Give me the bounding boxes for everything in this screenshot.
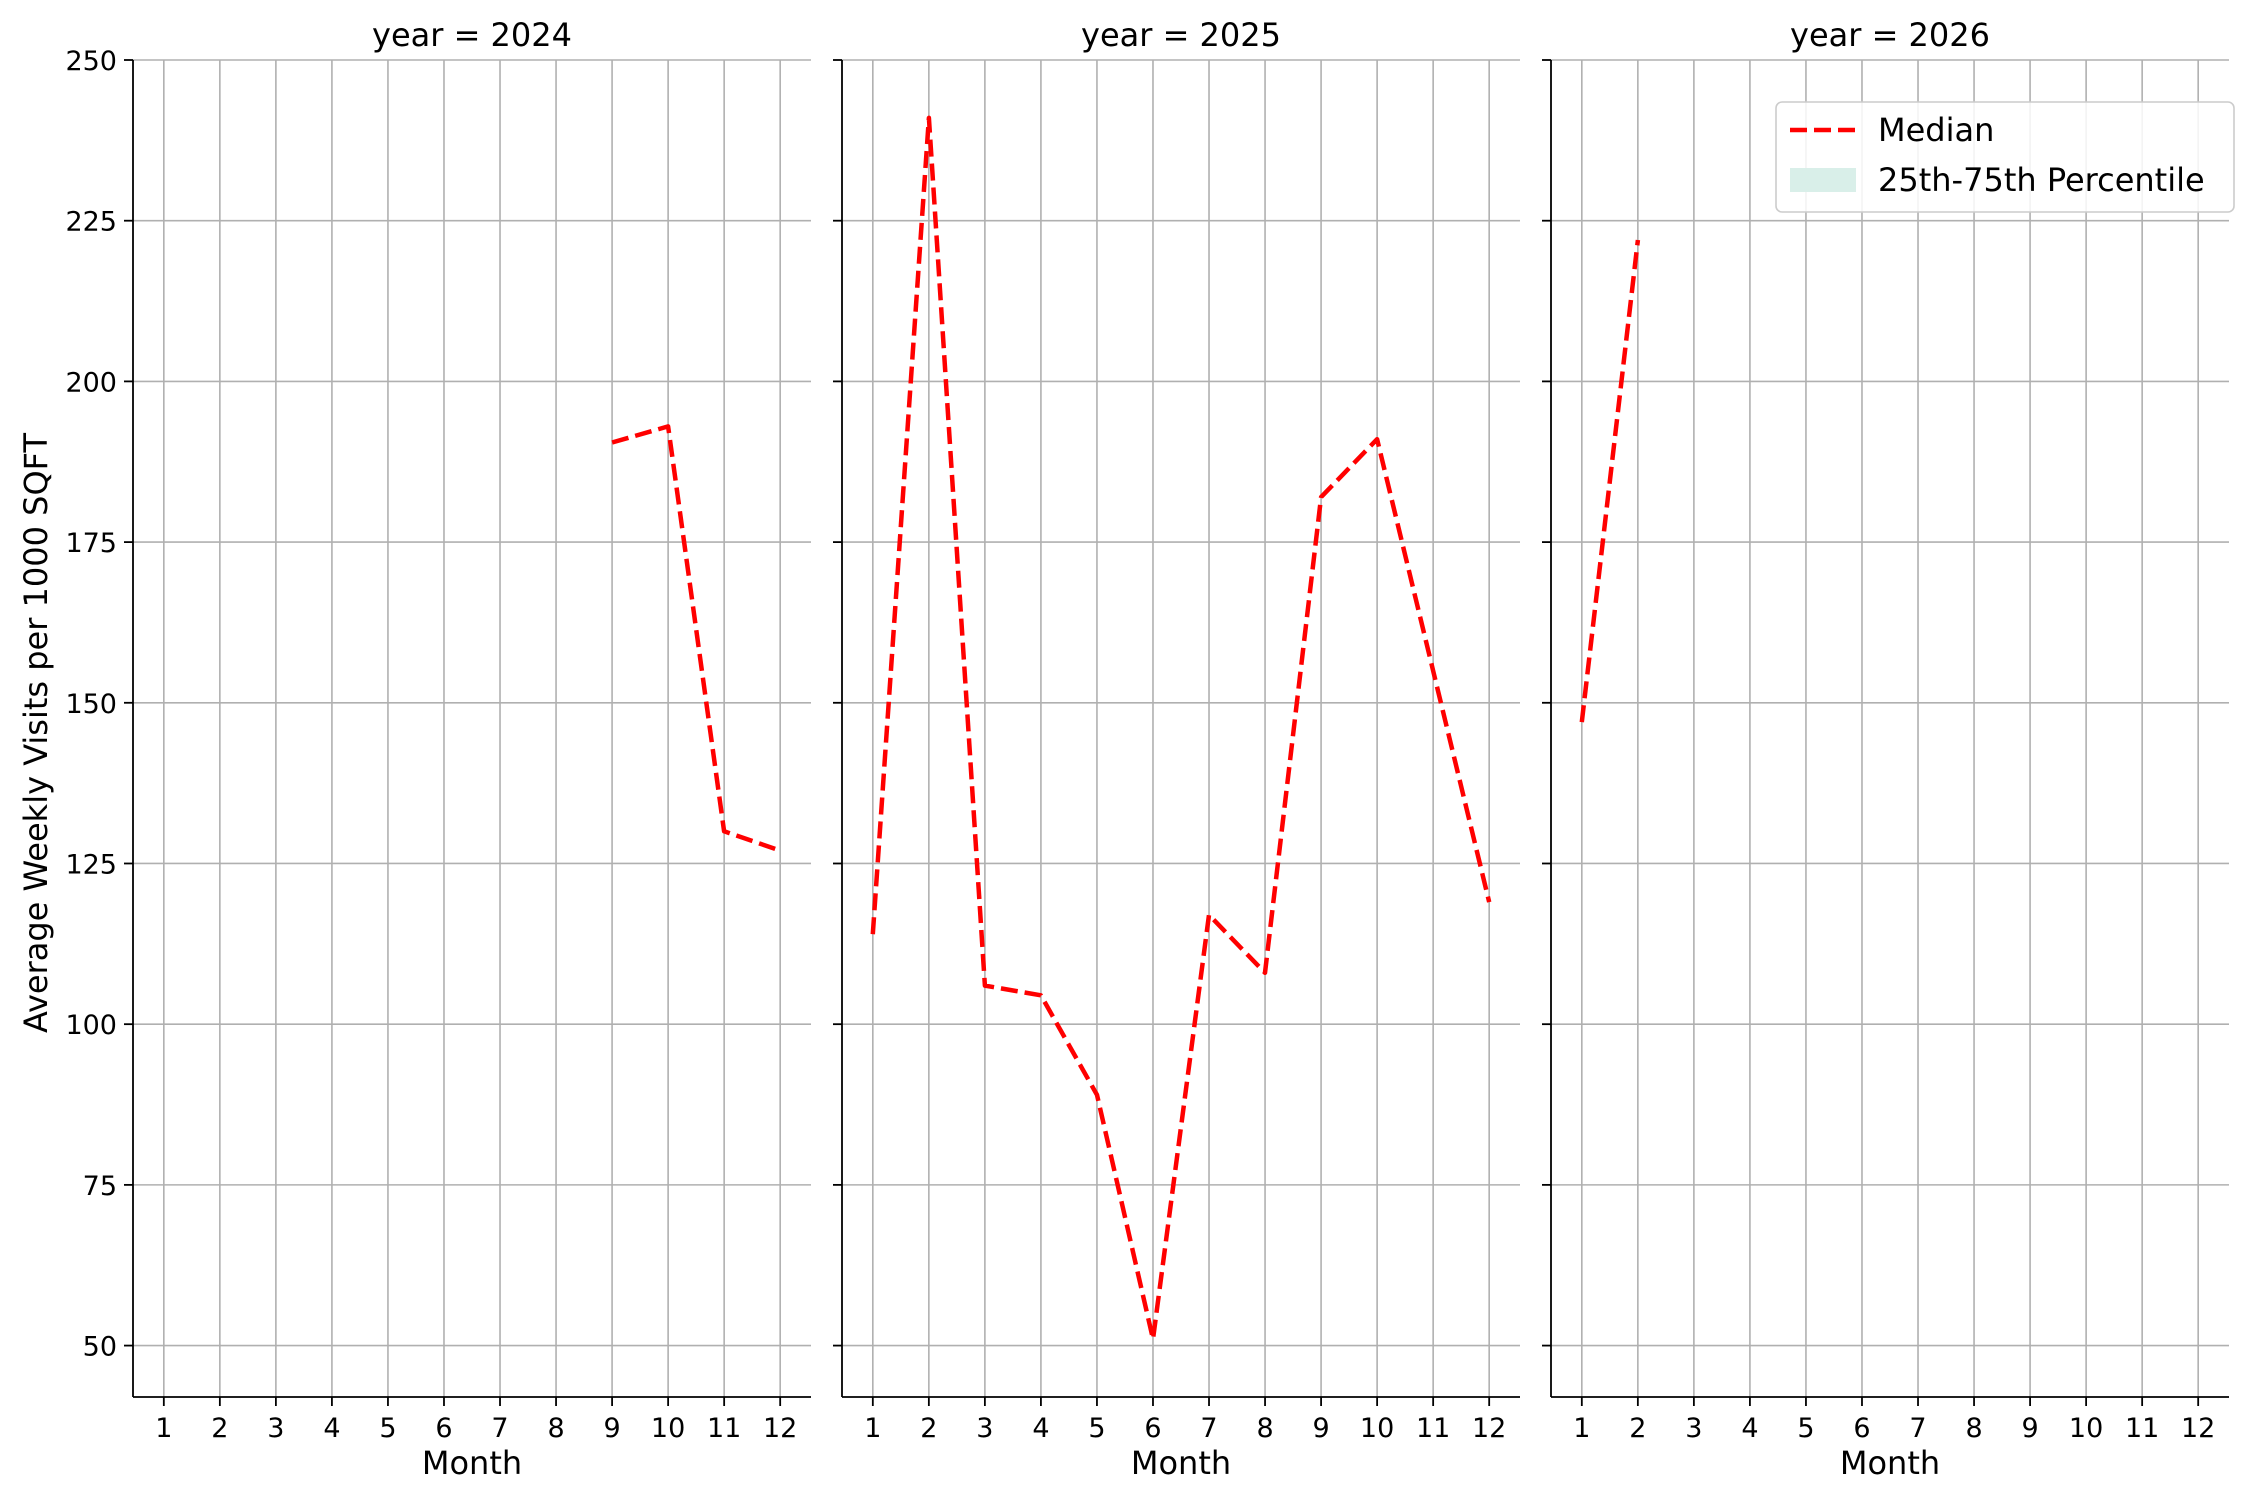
x-tick-label: 10 — [651, 1413, 685, 1444]
y-tick-label: 200 — [65, 367, 117, 398]
x-tick-label: 6 — [1853, 1413, 1870, 1444]
y-tick-label: 50 — [83, 1332, 117, 1363]
x-tick-label: 1 — [1573, 1413, 1590, 1444]
panel-title: year = 2024 — [372, 16, 572, 54]
x-tick-label: 9 — [1312, 1413, 1329, 1444]
y-tick-label: 225 — [65, 207, 117, 238]
x-tick-label: 7 — [491, 1413, 508, 1444]
x-tick-label: 4 — [1032, 1413, 1049, 1444]
x-tick-label: 2 — [1629, 1413, 1646, 1444]
x-axis-label: Month — [422, 1444, 522, 1482]
x-tick-label: 3 — [1685, 1413, 1702, 1444]
x-tick-label: 5 — [1088, 1413, 1105, 1444]
median-line — [1579, 239, 1641, 723]
y-tick-label: 75 — [83, 1171, 117, 1202]
x-tick-label: 1 — [155, 1413, 172, 1444]
x-tick-label: 5 — [1797, 1413, 1814, 1444]
x-tick-label: 12 — [1472, 1413, 1506, 1444]
x-tick-label: 11 — [2125, 1413, 2159, 1444]
x-tick-label: 4 — [1741, 1413, 1758, 1444]
x-tick-label: 4 — [323, 1413, 340, 1444]
x-tick-label: 3 — [976, 1413, 993, 1444]
y-tick-label: 250 — [65, 46, 117, 77]
x-tick-label: 9 — [603, 1413, 620, 1444]
y-axis-label: Average Weekly Visits per 1000 SQFT — [17, 432, 55, 1033]
x-tick-label: 8 — [1256, 1413, 1273, 1444]
x-tick-label: 3 — [267, 1413, 284, 1444]
x-tick-label: 9 — [2021, 1413, 2038, 1444]
x-tick-label: 8 — [547, 1413, 564, 1444]
x-tick-label: 5 — [379, 1413, 396, 1444]
legend-percentile-label: 25th-75th Percentile — [1878, 161, 2205, 199]
legend-percentile-swatch — [1790, 168, 1856, 192]
x-tick-label: 11 — [707, 1413, 741, 1444]
x-tick-label: 12 — [763, 1413, 797, 1444]
legend: Median 25th-75th Percentile — [1775, 101, 2235, 213]
legend-frame — [1775, 101, 2235, 213]
y-tick-label: 150 — [65, 689, 117, 720]
x-axis-label: Month — [1131, 1444, 1231, 1482]
median-line — [870, 115, 1492, 1342]
x-tick-label: 1 — [864, 1413, 881, 1444]
panel-title: year = 2025 — [1081, 16, 1281, 54]
panel-title: year = 2026 — [1790, 16, 1990, 54]
x-tick-label: 2 — [920, 1413, 937, 1444]
x-tick-label: 10 — [1360, 1413, 1394, 1444]
x-tick-label: 6 — [435, 1413, 452, 1444]
x-tick-label: 10 — [2069, 1413, 2103, 1444]
y-tick-label: 125 — [65, 849, 117, 880]
x-tick-label: 12 — [2181, 1413, 2215, 1444]
y-tick-label: 175 — [65, 528, 117, 559]
x-tick-label: 7 — [1909, 1413, 1926, 1444]
x-tick-label: 7 — [1200, 1413, 1217, 1444]
median-line — [611, 424, 781, 853]
x-tick-label: 2 — [211, 1413, 228, 1444]
y-tick-label: 100 — [65, 1010, 117, 1041]
legend-median-label: Median — [1878, 111, 1994, 149]
x-tick-label: 6 — [1144, 1413, 1161, 1444]
x-tick-label: 8 — [1965, 1413, 1982, 1444]
x-tick-label: 11 — [1416, 1413, 1450, 1444]
x-axis-label: Month — [1840, 1444, 1940, 1482]
